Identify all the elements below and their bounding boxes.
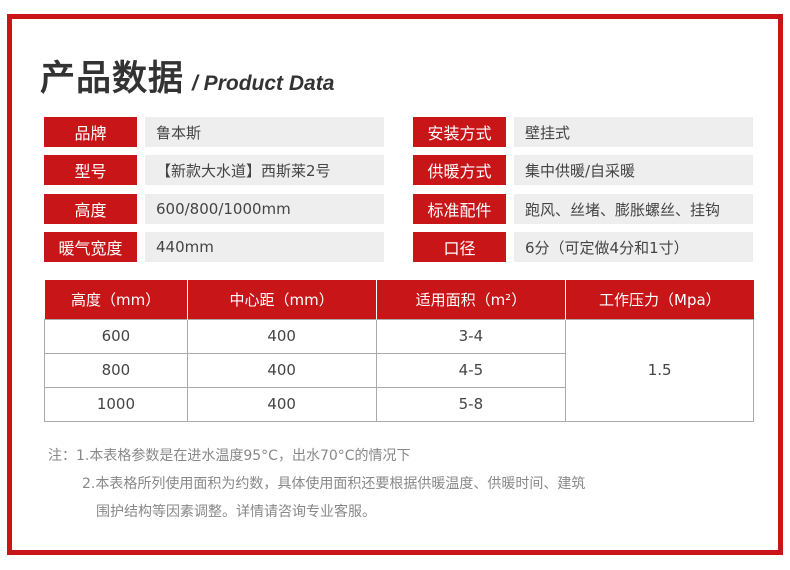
header-pressure: 工作压力（Mpa） — [565, 280, 754, 319]
cell: 400 — [186, 352, 377, 388]
spec-label: 暖气宽度 — [44, 232, 137, 262]
spec-value: 600/800/1000mm — [145, 194, 384, 224]
spec-label: 口径 — [413, 232, 506, 262]
cell: 800 — [44, 352, 188, 388]
spec-row: 高度 600/800/1000mm — [44, 194, 384, 224]
spec-row: 品牌 鲁本斯 — [44, 117, 384, 147]
cell: 400 — [186, 318, 377, 354]
cell: 600 — [44, 318, 188, 354]
spec-table: 高度（mm） 中心距（mm） 适用面积（m²） 工作压力（Mpa） 600 40… — [44, 280, 754, 422]
spec-row: 标准配件 跑风、丝堵、膨胀螺丝、挂钩 — [413, 194, 753, 224]
title-cn: 产品数据 — [40, 59, 185, 99]
spec-value: 6分（可定做4分和1寸） — [514, 232, 753, 262]
spec-label: 高度 — [44, 194, 137, 224]
spec-label: 标准配件 — [413, 194, 506, 224]
cell: 1000 — [44, 386, 188, 422]
spec-label: 安装方式 — [413, 117, 506, 147]
spec-value: 跑风、丝堵、膨胀螺丝、挂钩 — [514, 194, 753, 224]
cell: 5-8 — [375, 386, 567, 422]
note-1: 注：1.本表格参数是在进水温度95°C，出水70°C的情况下 — [48, 448, 411, 464]
pressure-cell: 1.5 — [565, 318, 754, 422]
cell: 400 — [186, 386, 377, 422]
header-area: 适用面积（m²） — [375, 280, 567, 319]
spec-value: 【新款大水道】西斯莱2号 — [145, 155, 384, 185]
spec-value: 集中供暖/自采暖 — [514, 155, 753, 185]
header-height: 高度（mm） — [44, 280, 188, 319]
spec-row: 暖气宽度 440mm — [44, 232, 384, 262]
notes: 注：1.本表格参数是在进水温度95°C，出水70°C的情况下 2.本表格所列使用… — [48, 442, 585, 526]
note-2-cont: 围护结构等因素调整。详情请咨询专业客服。 — [96, 504, 376, 520]
spec-label: 型号 — [44, 155, 137, 185]
spec-label: 供暖方式 — [413, 155, 506, 185]
spec-value: 鲁本斯 — [145, 117, 384, 147]
note-2: 2.本表格所列使用面积为约数，具体使用面积还要根据供暖温度、供暖时间、建筑 — [82, 476, 586, 492]
spec-row: 口径 6分（可定做4分和1寸） — [413, 232, 753, 262]
table-row: 800 400 4-5 — [44, 352, 754, 388]
table-row: 600 400 3-4 1.5 — [44, 318, 754, 422]
cell: 3-4 — [375, 318, 567, 354]
title-en: / Product Data — [192, 72, 335, 95]
spec-label: 品牌 — [44, 117, 137, 147]
table-header: 高度（mm） 中心距（mm） 适用面积（m²） 工作压力（Mpa） — [44, 280, 754, 319]
page-title: 产品数据 / Product Data — [40, 50, 334, 101]
spec-row: 供暖方式 集中供暖/自采暖 — [413, 155, 753, 185]
cell: 4-5 — [375, 352, 567, 388]
header-center-distance: 中心距（mm） — [186, 280, 377, 319]
spec-row: 安装方式 壁挂式 — [413, 117, 753, 147]
spec-row: 型号 【新款大水道】西斯莱2号 — [44, 155, 384, 185]
table-row: 1000 400 5-8 — [44, 386, 754, 422]
red-frame — [7, 14, 783, 555]
spec-value: 440mm — [145, 232, 384, 262]
spec-value: 壁挂式 — [514, 117, 753, 147]
